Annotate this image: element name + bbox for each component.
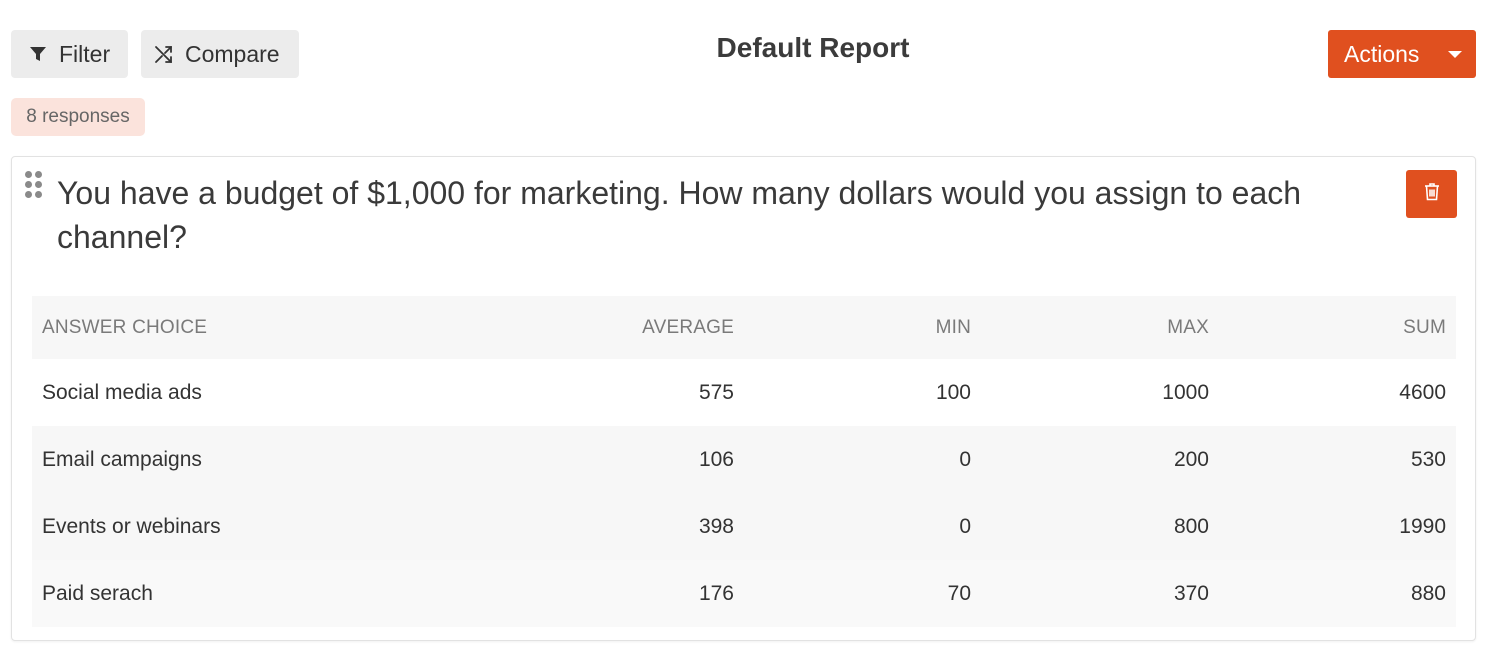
- table-row: Social media ads 575 100 1000 4600: [32, 359, 1456, 426]
- page-title: Default Report: [716, 32, 910, 63]
- responses-count-badge: 8 responses: [11, 98, 145, 136]
- average-cell: 575: [512, 359, 744, 426]
- sum-cell: 1990: [1219, 493, 1456, 560]
- table-row: Email campaigns 106 0 200 530: [32, 426, 1456, 493]
- table-header-row: ANSWER CHOICE AVERAGE MIN MAX SUM: [32, 296, 1456, 359]
- max-cell: 800: [981, 493, 1219, 560]
- min-cell: 70: [744, 560, 981, 627]
- delete-question-button[interactable]: [1406, 170, 1457, 218]
- answer-choice-cell: Paid serach: [32, 560, 512, 627]
- column-header-min[interactable]: MIN: [744, 296, 981, 359]
- filter-icon: [27, 43, 49, 65]
- report-toolbar: Filter Compare Default Report Actions: [0, 0, 1492, 90]
- question-text: You have a budget of $1,000 for marketin…: [57, 175, 1302, 255]
- sum-cell: 880: [1219, 560, 1456, 627]
- column-header-sum[interactable]: SUM: [1219, 296, 1456, 359]
- max-cell: 200: [981, 426, 1219, 493]
- actions-dropdown-button[interactable]: Actions: [1328, 30, 1476, 78]
- sum-cell: 4600: [1219, 359, 1456, 426]
- answer-choice-cell: Social media ads: [32, 359, 512, 426]
- question-report-card: You have a budget of $1,000 for marketin…: [11, 156, 1476, 641]
- table-row: Paid serach 176 70 370 880: [32, 560, 1456, 627]
- max-cell: 1000: [981, 359, 1219, 426]
- max-cell: 370: [981, 560, 1219, 627]
- filter-button[interactable]: Filter: [11, 30, 128, 78]
- answer-choice-cell: Email campaigns: [32, 426, 512, 493]
- average-cell: 176: [512, 560, 744, 627]
- answer-choice-cell: Events or webinars: [32, 493, 512, 560]
- min-cell: 0: [744, 493, 981, 560]
- compare-button-label: Compare: [185, 40, 280, 67]
- min-cell: 100: [744, 359, 981, 426]
- average-cell: 398: [512, 493, 744, 560]
- column-header-average[interactable]: AVERAGE: [512, 296, 744, 359]
- compare-button[interactable]: Compare: [141, 30, 299, 78]
- table-row: Events or webinars 398 0 800 1990: [32, 493, 1456, 560]
- column-header-max[interactable]: MAX: [981, 296, 1219, 359]
- drag-handle-icon[interactable]: [25, 171, 47, 201]
- min-cell: 0: [744, 426, 981, 493]
- caret-down-icon: [1448, 51, 1462, 58]
- sum-cell: 530: [1219, 426, 1456, 493]
- filter-button-label: Filter: [59, 40, 111, 67]
- results-table: ANSWER CHOICE AVERAGE MIN MAX SUM Social…: [32, 296, 1456, 627]
- column-header-answer-choice[interactable]: ANSWER CHOICE: [32, 296, 512, 359]
- average-cell: 106: [512, 426, 744, 493]
- trash-icon: [1424, 182, 1440, 206]
- shuffle-icon: [153, 43, 175, 65]
- actions-button-label: Actions: [1344, 40, 1420, 67]
